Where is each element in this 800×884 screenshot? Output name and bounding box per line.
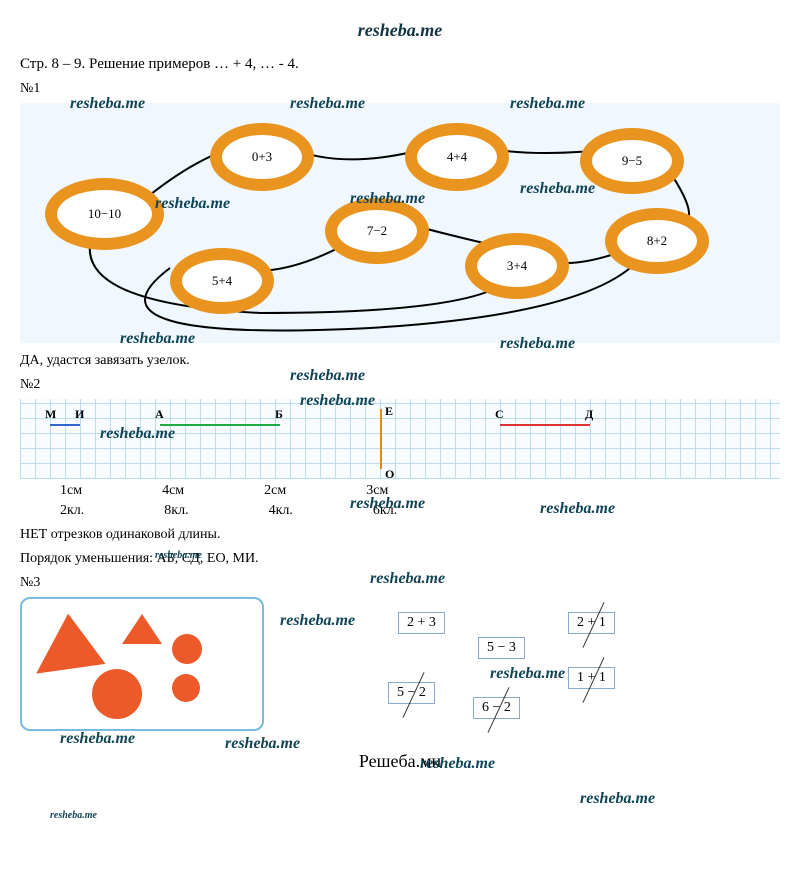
math-oval: 8+2 <box>605 208 709 274</box>
segment-label: А <box>155 407 164 422</box>
segment-line <box>380 409 382 469</box>
watermark: resheba.me <box>580 790 655 808</box>
watermark-small: resheba.me <box>50 810 97 821</box>
expression-box: 6 − 2 <box>473 697 520 719</box>
segment-label: О <box>385 467 394 482</box>
math-oval: 7−2 <box>325 198 429 264</box>
segment-line <box>50 424 80 426</box>
circle-med <box>172 634 202 664</box>
measure-value: 4см <box>162 483 184 499</box>
problem-1-answer: ДА, удастся завязать узелок. <box>20 353 780 369</box>
measure-value: 2см <box>264 483 286 499</box>
problem-3-area: 2 + 3 2 + 1 5 − 3 5 − 2 1 + 1 6 − 2 <box>20 597 780 731</box>
problem-2-answer-1: НЕТ отрезков одинаковой длины. <box>20 527 780 543</box>
problem-1-number: №1 <box>20 81 780 97</box>
segment-label: М <box>45 407 56 422</box>
math-oval: 10−10 <box>45 178 164 250</box>
expression-box: 2 + 1 <box>568 612 615 634</box>
problem-1-area: 10−10 0+3 4+4 9−5 5+4 7−2 3+4 8+2 <box>20 103 780 343</box>
problem-2-grid: М И А Б Е О С Д <box>20 399 780 479</box>
math-oval: 5+4 <box>170 248 274 314</box>
triangle-small <box>122 614 162 644</box>
segment-label: Б <box>275 407 283 422</box>
problem-2-measurements-cm: 1см 4см 2см 3см <box>60 483 780 499</box>
measure-value: 3см <box>366 483 388 499</box>
segment-line <box>500 424 590 426</box>
expression-box: 1 + 1 <box>568 667 615 689</box>
segment-line <box>160 424 280 426</box>
measure-value: 6кл. <box>373 503 397 519</box>
page-header-watermark: resheba.me <box>20 20 780 41</box>
triangle-large <box>29 609 106 673</box>
segment-label: С <box>495 407 504 422</box>
segment-label: Е <box>385 404 393 419</box>
expression-box: 5 − 2 <box>388 682 435 704</box>
math-oval: 9−5 <box>580 128 684 194</box>
problem-2-answer-2: Порядок уменьшения: АБ, СД, ЕО, МИ. <box>20 551 780 567</box>
circle-small <box>172 674 200 702</box>
circle-large <box>92 669 142 719</box>
page-title: Стр. 8 – 9. Решение примеров … + 4, … - … <box>20 56 780 73</box>
math-oval: 0+3 <box>210 123 314 191</box>
expression-box: 5 − 3 <box>478 637 525 659</box>
problem-2-measurements-cells: 2кл. 8кл. 4кл. 6кл. <box>60 503 780 519</box>
segment-label: Д <box>585 407 593 422</box>
measure-value: 4кл. <box>269 503 293 519</box>
problem-2-number: №2 <box>20 377 780 393</box>
problem-3-number: №3 <box>20 575 780 591</box>
shapes-box <box>20 597 264 731</box>
expressions-area: 2 + 3 2 + 1 5 − 3 5 − 2 1 + 1 6 − 2 <box>268 597 748 727</box>
page-footer: Решеба.ми <box>20 751 780 772</box>
segment-label: И <box>75 407 84 422</box>
math-oval: 4+4 <box>405 123 509 191</box>
measure-value: 1см <box>60 483 82 499</box>
watermark: resheba.me <box>60 730 135 748</box>
math-oval: 3+4 <box>465 233 569 299</box>
measure-value: 2кл. <box>60 503 84 519</box>
measure-value: 8кл. <box>164 503 188 519</box>
expression-box: 2 + 3 <box>398 612 445 634</box>
